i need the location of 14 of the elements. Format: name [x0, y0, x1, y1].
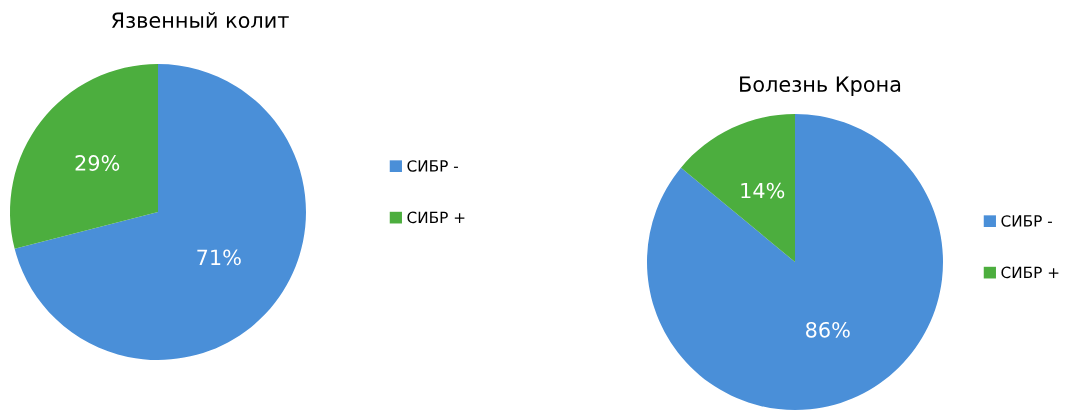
- pie-slice: [10, 64, 158, 249]
- chart-title: Болезнь Крона: [740, 76, 901, 97]
- legend-label: СИБР +: [407, 211, 465, 224]
- data-label: 86%: [806, 321, 850, 338]
- chart-title: Язвенный колит: [111, 12, 289, 29]
- data-label: 14%: [741, 182, 785, 199]
- legend-label: СИБР -: [407, 160, 458, 172]
- data-label: 29%: [75, 155, 120, 171]
- pie-slice: [647, 114, 943, 410]
- pie-slice: [680, 114, 795, 262]
- data-label: 71%: [197, 249, 241, 266]
- legend-label: СИБР -: [1001, 215, 1052, 227]
- legend-label: СИБР +: [1001, 266, 1059, 279]
- pie-slice: [14, 64, 306, 360]
